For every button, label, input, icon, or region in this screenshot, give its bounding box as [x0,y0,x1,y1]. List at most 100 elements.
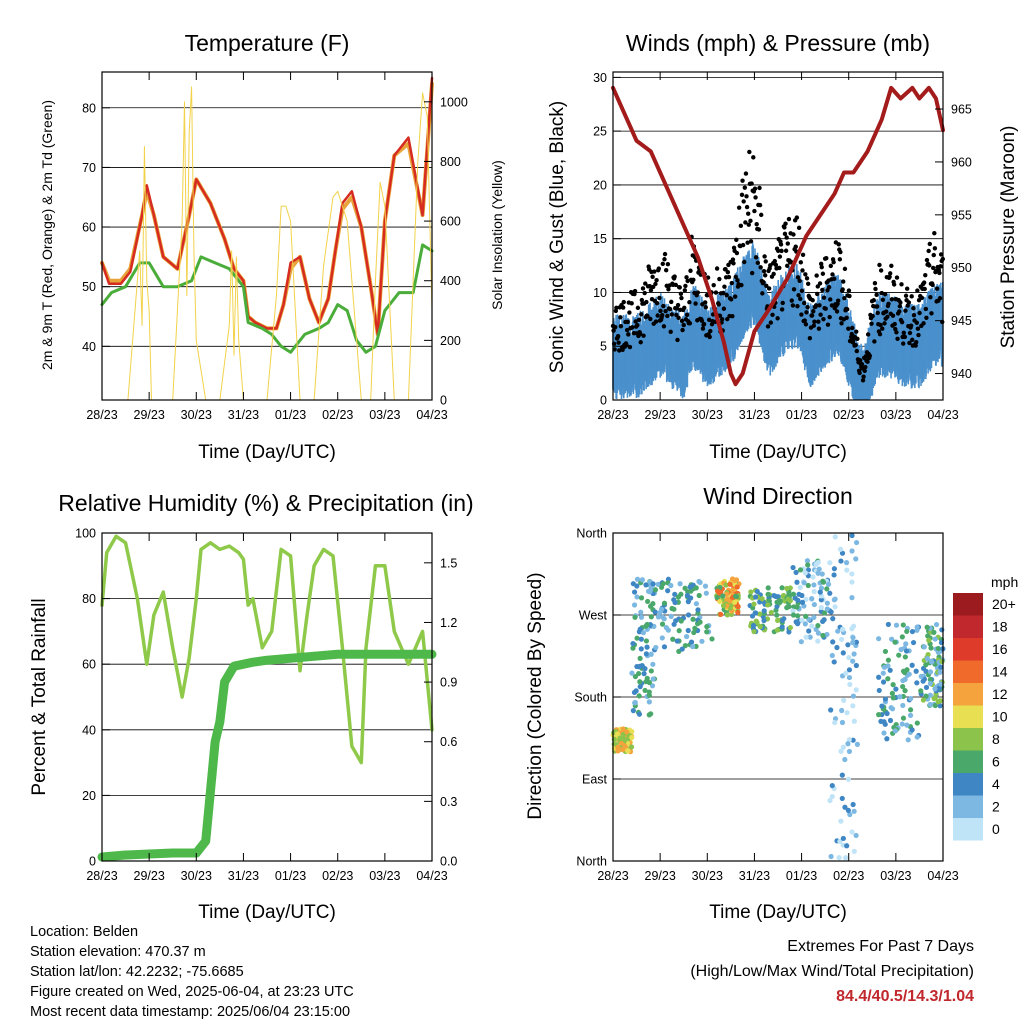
gust-point [667,306,673,312]
direction-point [652,609,658,615]
y2-tick-label: 950 [951,261,972,275]
direction-point [904,628,910,635]
plot-area [100,76,434,401]
gust-point [654,300,660,306]
direction-point [811,588,817,595]
gust-point [798,296,803,302]
direction-point [790,564,796,571]
winds-ylabel-right: Station Pressure (Maroon) [998,126,1019,349]
gust-point [635,305,641,311]
direction-point [643,582,649,588]
direction-point [620,746,626,753]
direction-point [821,617,827,623]
direction-point [752,610,758,616]
gust-point [894,275,900,280]
direction-point [923,693,929,699]
direction-point [899,721,905,727]
direction-point [840,626,846,632]
gust-point [869,321,874,326]
direction-point [892,639,898,645]
direction-point [761,608,767,614]
gust-point [681,322,686,328]
direction-point [842,756,848,763]
gust-point [842,296,847,301]
direction-point [799,599,806,605]
direction-point [876,674,882,680]
direction-point [927,692,933,698]
gust-point [805,281,811,286]
direction-point [885,676,891,682]
y-tick-label: 60 [82,658,96,672]
winds-ylabel: Sonic Wind & Gust (Blue, Black) [547,101,568,373]
gust-point [703,300,708,305]
y-tick-label: 60 [82,221,96,235]
gust-point [757,202,763,208]
gust-point [910,337,915,343]
direction-point [825,581,832,587]
x-tick-label: 03/23 [369,408,400,422]
direction-point [840,835,846,842]
gust-point [921,321,926,326]
gust-point [927,263,932,268]
gust-point [650,274,655,279]
y-tick-label: 80 [82,101,96,115]
x-tick-label: 30/23 [181,408,212,422]
direction-point [730,587,736,593]
gust-point [913,343,918,348]
temperature-xlabel: Time (Day/UTC) [198,442,336,463]
gust-point [640,286,646,291]
gust-point [853,342,858,348]
gust-point [779,307,785,312]
legend-label: 18 [992,619,1008,635]
direction-point [682,585,688,591]
direction-point [821,610,828,616]
direction-point [849,548,855,554]
direction-point [815,638,821,644]
y-tick-label: 50 [82,280,96,294]
gust-point [703,305,708,310]
gust-point [815,291,820,297]
direction-point [733,593,739,599]
direction-point [735,609,741,616]
direction-point [838,748,844,754]
direction-point [850,639,856,646]
direction-point [650,676,656,682]
direction-point [734,584,740,590]
gust-point [765,324,771,329]
gust-point [730,257,736,262]
legend-label: 10 [992,709,1008,725]
direction-point [815,630,822,636]
gust-point [817,303,822,308]
direction-point [620,726,626,732]
gust-point [879,290,884,296]
direction-point [849,532,855,539]
direction-point [897,694,903,700]
direction-point [688,639,695,645]
direction-point [838,818,844,824]
gust-point [743,171,749,176]
direction-point [845,776,852,782]
gust-point [783,221,788,226]
gust-point [901,330,906,335]
direction-point [830,639,836,645]
y-tick-label: 15 [593,232,607,246]
direction-point [850,737,856,743]
x-tick-label: 02/23 [322,869,353,883]
plot-frame [101,71,433,401]
direction-point [636,711,643,717]
direction-point [703,590,709,596]
plot-area [97,532,437,862]
direction-point [824,600,830,606]
direction-point [889,636,895,642]
direction-point [880,679,887,685]
winds-title: Winds (mph) & Pressure (mb) [626,30,930,56]
gust-point [701,321,707,327]
y2-tick-label: 0.0 [440,855,457,869]
y2-tick-label: 1.2 [440,616,457,630]
gust-point [846,326,851,331]
direction-point [896,652,902,658]
gust-point [820,271,826,276]
y2-tick-label: 0.9 [440,676,457,690]
gust-point [917,310,922,316]
legend-swatch [953,750,983,773]
